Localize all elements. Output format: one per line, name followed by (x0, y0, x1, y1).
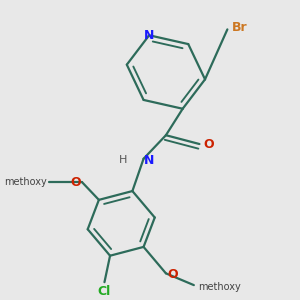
Text: H: H (118, 155, 127, 165)
Text: O: O (70, 176, 81, 189)
Text: methoxy: methoxy (4, 177, 47, 187)
Text: N: N (144, 29, 154, 42)
Text: Cl: Cl (98, 285, 111, 298)
Text: O: O (167, 268, 178, 281)
Text: N: N (144, 154, 154, 167)
Text: methoxy: methoxy (198, 282, 241, 292)
Text: O: O (204, 137, 214, 151)
Text: Br: Br (232, 21, 247, 34)
